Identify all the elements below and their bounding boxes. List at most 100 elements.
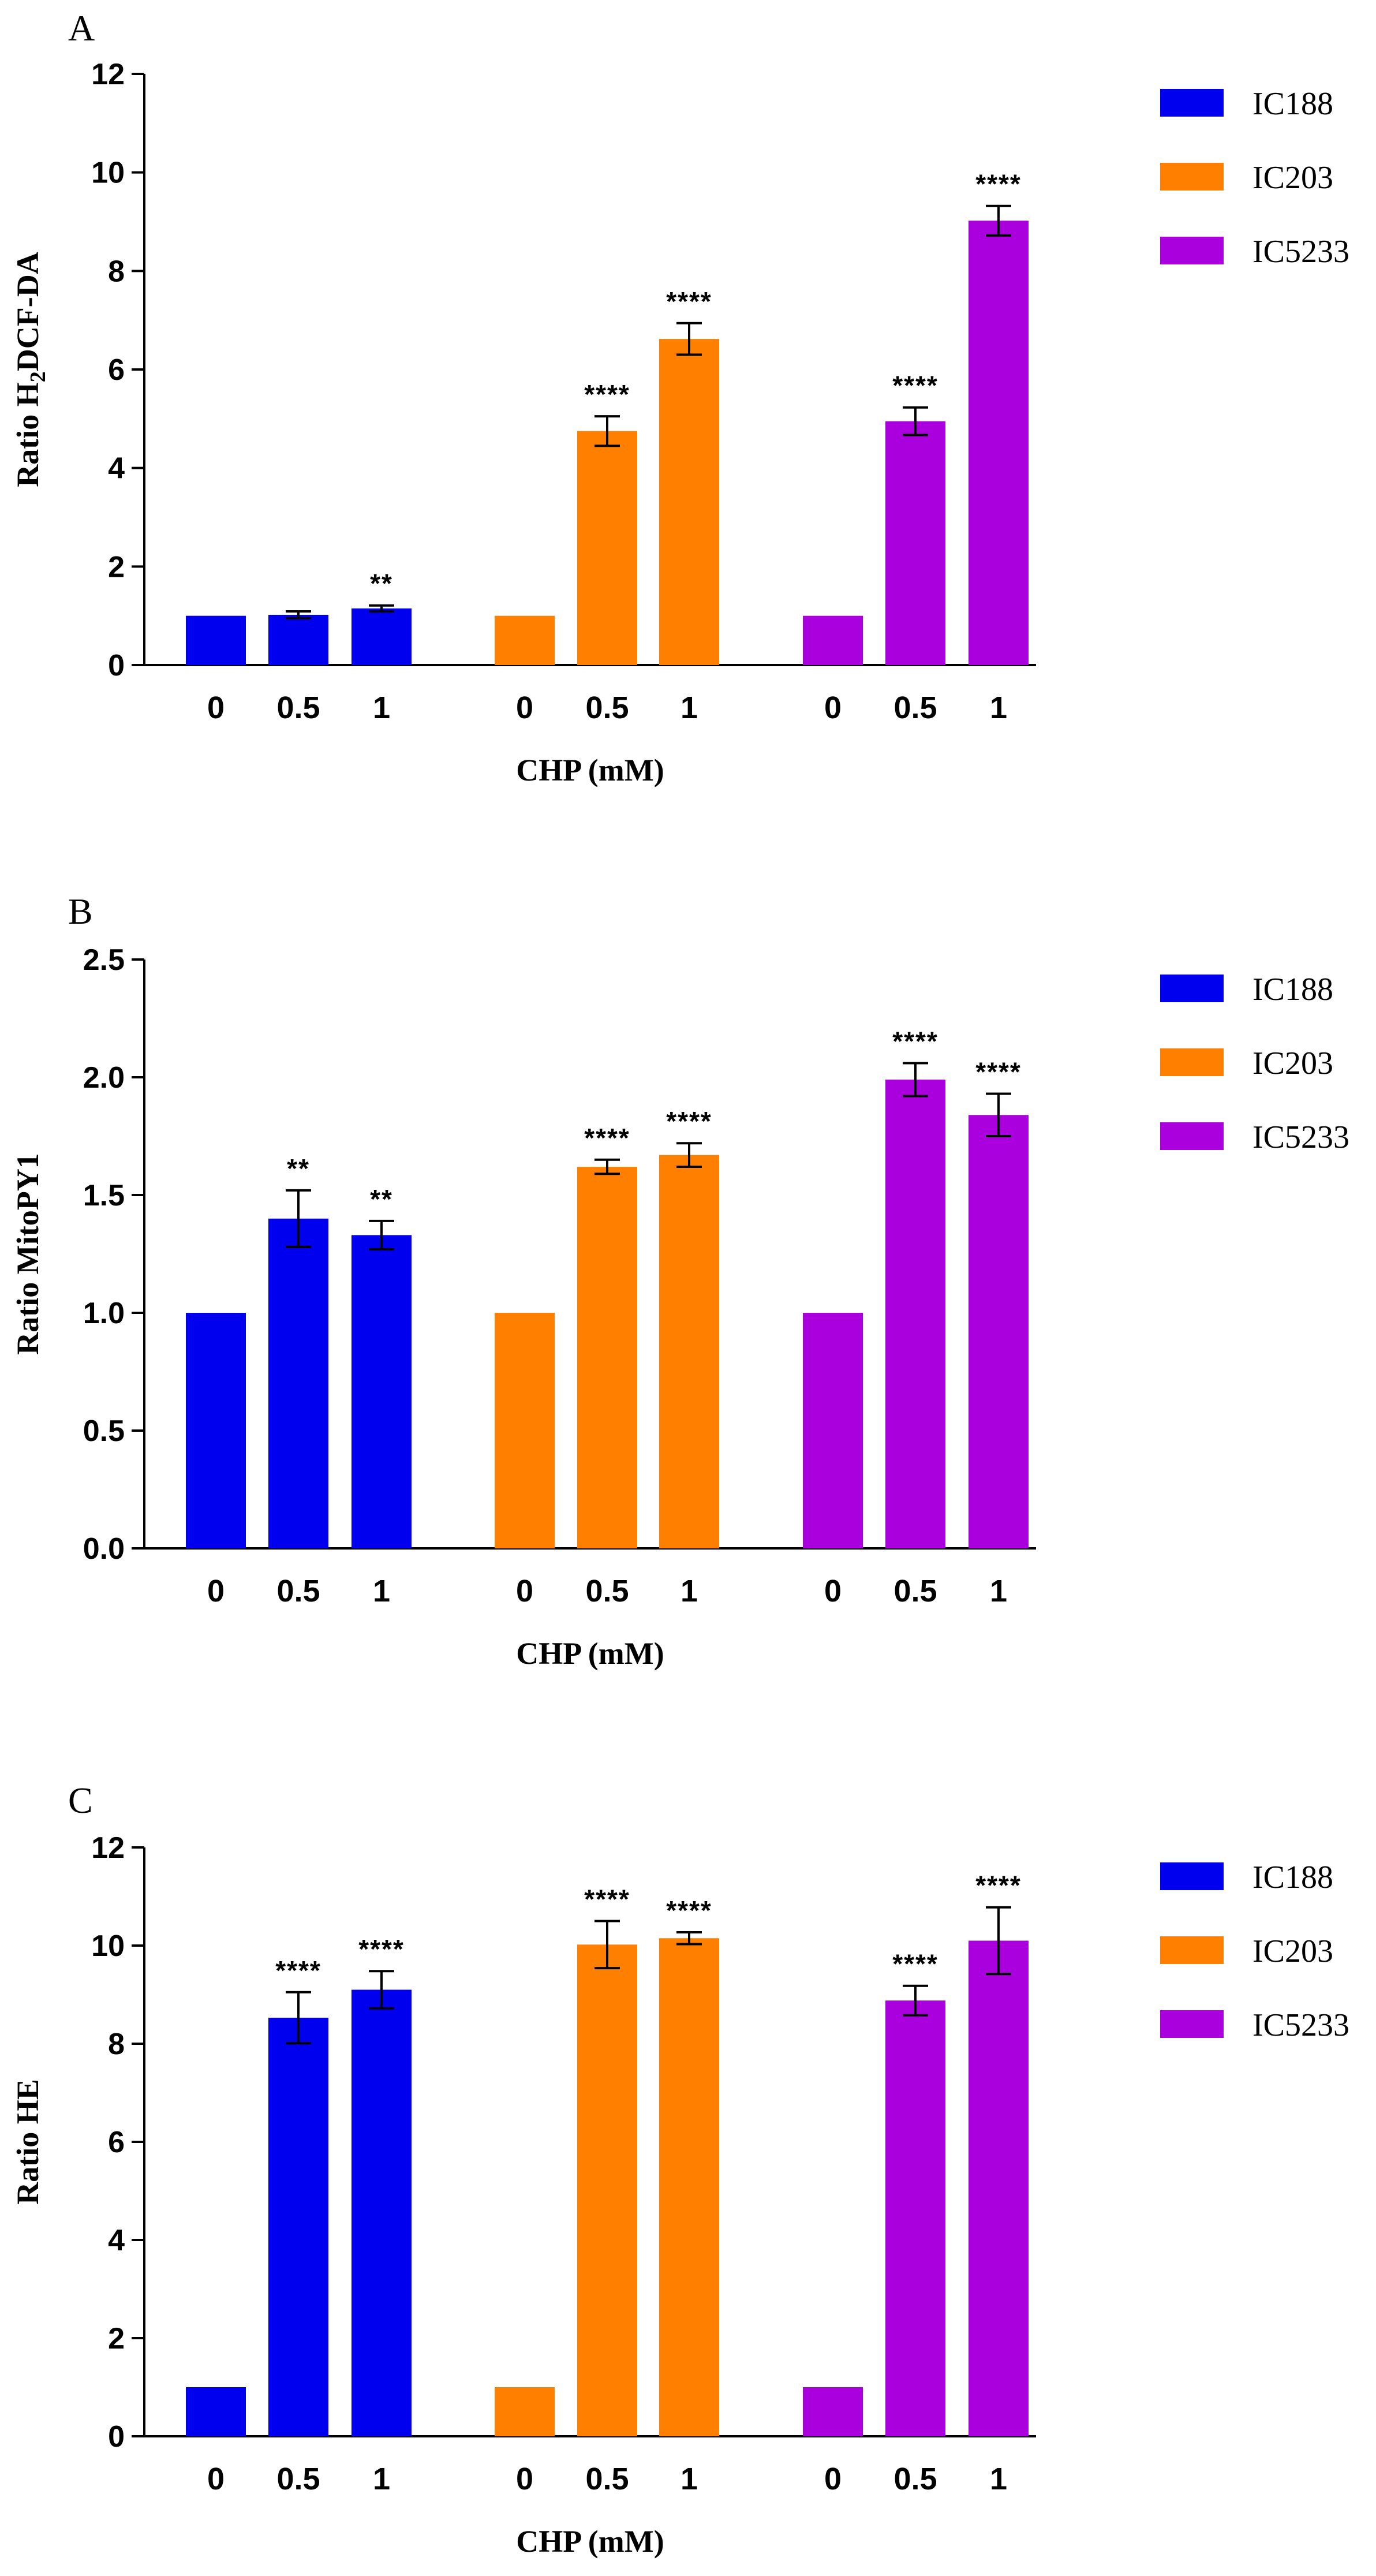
x-tick-label: 1 — [680, 2462, 698, 2496]
bar-ic203-0.5 — [577, 431, 637, 665]
x-tick-label: 0 — [516, 690, 533, 725]
significance-label: ** — [370, 1184, 393, 1214]
significance-label: **** — [358, 1934, 405, 1964]
legend-swatch — [1160, 2010, 1224, 2038]
y-tick-label: 12 — [91, 58, 125, 91]
x-tick-label: 1 — [373, 690, 390, 725]
significance-label: **** — [666, 1895, 712, 1925]
y-axis-label: Ratio HE — [10, 2079, 45, 2205]
legend-label: IC5233 — [1252, 1119, 1349, 1155]
legend-label: IC203 — [1252, 1933, 1333, 1969]
x-tick-label: 1 — [990, 1574, 1007, 1608]
significance-label: **** — [975, 1057, 1022, 1087]
x-tick-label: 0 — [207, 690, 225, 725]
x-tick-label: 1 — [990, 2462, 1007, 2496]
y-tick-label: 8 — [108, 255, 125, 288]
significance-label: **** — [584, 1884, 630, 1914]
y-tick-label: 1.5 — [83, 1179, 125, 1212]
bar-ic5233-0 — [803, 2387, 863, 2436]
bar-ic188-0.5 — [268, 614, 328, 665]
x-tick-label: 0 — [824, 2462, 842, 2496]
x-axis-label: CHP (mM) — [516, 2524, 664, 2559]
bar-ic5233-0.5 — [885, 1080, 945, 1548]
y-tick-label: 0.5 — [83, 1414, 125, 1448]
x-tick-label: 0.5 — [893, 690, 937, 725]
legend-label: IC188 — [1252, 1860, 1333, 1895]
legend-label: IC203 — [1252, 160, 1333, 196]
y-tick-label: 2 — [108, 2322, 125, 2355]
bar-ic203-1 — [659, 1938, 719, 2436]
x-tick-label: 0.5 — [893, 2462, 937, 2496]
x-tick-label: 0.5 — [276, 2462, 320, 2496]
bar-ic203-0 — [495, 1313, 555, 1548]
legend-swatch — [1160, 237, 1224, 264]
y-tick-label: 6 — [108, 353, 125, 387]
y-tick-label: 10 — [91, 156, 125, 190]
y-axis-label: Ratio H2DCF-DA — [10, 252, 50, 487]
y-tick-label: 1.0 — [83, 1297, 125, 1330]
significance-label: **** — [666, 286, 712, 316]
y-axis-label-rest: DCF-DA — [10, 252, 45, 371]
x-tick-label: 0.5 — [585, 2462, 629, 2496]
x-tick-label: 0 — [824, 690, 842, 725]
y-tick-label: 0.0 — [83, 1532, 125, 1566]
x-tick-label: 0 — [207, 1574, 225, 1608]
y-tick-label: 12 — [91, 1831, 125, 1865]
x-axis-label: CHP (mM) — [516, 1636, 664, 1671]
x-tick-label: 0.5 — [585, 1574, 629, 1608]
x-tick-label: 0.5 — [893, 1574, 937, 1608]
bar-ic203-1 — [659, 339, 719, 665]
y-axis-label-main: Ratio HE — [10, 2079, 45, 2205]
bar-ic188-0 — [186, 615, 246, 665]
legend-label: IC5233 — [1252, 234, 1349, 270]
y-tick-label: 4 — [108, 2224, 125, 2257]
y-tick-label: 0 — [108, 649, 125, 682]
significance-label: ** — [370, 569, 393, 599]
bar-ic5233-0 — [803, 1313, 863, 1548]
bar-ic203-0 — [495, 615, 555, 665]
x-tick-label: 1 — [990, 690, 1007, 725]
significance-label: **** — [975, 1871, 1022, 1901]
significance-label: **** — [275, 1955, 321, 1985]
y-tick-label: 2 — [108, 550, 125, 584]
legend-label: IC188 — [1252, 972, 1333, 1007]
x-tick-label: 1 — [373, 1574, 390, 1608]
x-tick-label: 1 — [680, 690, 698, 725]
bar-ic5233-0.5 — [885, 421, 945, 665]
bar-ic188-0 — [186, 1313, 246, 1548]
legend-swatch — [1160, 1936, 1224, 1964]
bar-ic203-0.5 — [577, 1167, 637, 1548]
x-tick-label: 0.5 — [276, 1574, 320, 1608]
y-tick-label: 10 — [91, 1929, 125, 1963]
bar-ic5233-1 — [969, 221, 1029, 665]
bar-ic5233-0.5 — [885, 2000, 945, 2436]
x-tick-label: 0 — [516, 2462, 533, 2496]
legend-label: IC188 — [1252, 86, 1333, 122]
panel-letter: B — [68, 891, 93, 932]
legend-swatch — [1160, 1048, 1224, 1076]
bar-ic188-1 — [352, 1989, 412, 2436]
bar-ic5233-1 — [969, 1115, 1029, 1548]
y-axis-label-main: Ratio MitoPY1 — [10, 1153, 45, 1354]
bar-ic5233-1 — [969, 1940, 1029, 2436]
y-axis-label-subscript: 2 — [26, 371, 50, 382]
x-tick-label: 1 — [680, 1574, 698, 1608]
legend-swatch — [1160, 1862, 1224, 1890]
y-axis-label: Ratio MitoPY1 — [10, 1153, 45, 1354]
x-tick-label: 0.5 — [276, 690, 320, 725]
legend-label: IC203 — [1252, 1046, 1333, 1081]
significance-label: **** — [892, 371, 938, 401]
legend-swatch — [1160, 975, 1224, 1002]
x-tick-label: 0.5 — [585, 690, 629, 725]
significance-label: **** — [584, 1123, 630, 1153]
panel-letter: C — [68, 1780, 93, 1821]
significance-label: **** — [892, 1949, 938, 1979]
y-tick-label: 0 — [108, 2420, 125, 2454]
bar-ic5233-0 — [803, 615, 863, 665]
significance-label: **** — [892, 1026, 938, 1056]
y-tick-label: 4 — [108, 452, 125, 486]
x-tick-label: 1 — [373, 2462, 390, 2496]
bar-ic203-0.5 — [577, 1944, 637, 2436]
